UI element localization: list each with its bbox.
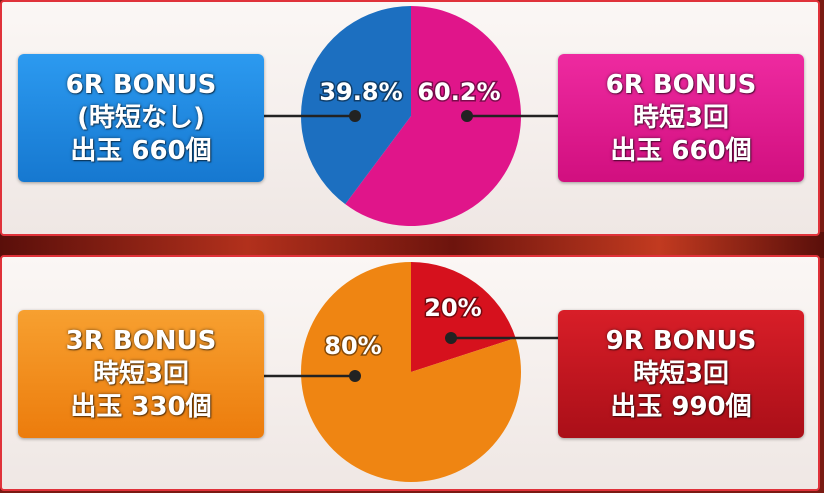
box-line-1: 6R BONUS [65, 69, 217, 100]
pie-value-label-1-2: 39.8% [319, 78, 402, 106]
box-line-2: (時短なし) [77, 102, 205, 133]
connector-dot-2-1 [445, 332, 457, 344]
box-line-2: 時短3回 [632, 358, 730, 389]
pie-value-label-2-2: 80% [324, 332, 381, 360]
box-line-2: 時短3回 [632, 102, 730, 133]
pie-slice-2-2 [300, 262, 521, 482]
pie-value-label-2-1: 20% [424, 294, 481, 322]
pie-value-label-1-1: 60.2% [417, 78, 500, 106]
connector-dot-1-2 [349, 110, 361, 122]
pie-chart-1: 60.2% 39.8% [264, 5, 558, 226]
label-box-3r-jitan3: 3R BONUS 時短3回 出玉 330個 [18, 310, 264, 438]
box-line-1: 9R BONUS [605, 325, 757, 356]
connector-dot-2-2 [349, 370, 361, 382]
background-stripe [0, 232, 824, 258]
pie-chart-2: 20% 80% [264, 262, 558, 482]
label-box-6r-no-jitan: 6R BONUS (時短なし) 出玉 660個 [18, 54, 264, 182]
box-line-3: 出玉 660個 [610, 135, 752, 166]
box-line-2: 時短3回 [92, 358, 190, 389]
pie-slice-1-2 [300, 5, 411, 205]
label-box-9r-jitan3: 9R BONUS 時短3回 出玉 990個 [558, 310, 804, 438]
box-line-1: 6R BONUS [605, 69, 757, 100]
box-line-3: 出玉 990個 [610, 391, 752, 422]
box-line-3: 出玉 660個 [70, 135, 212, 166]
pie-slice-1-1 [345, 6, 521, 226]
box-line-3: 出玉 330個 [70, 391, 212, 422]
connector-dot-1-1 [461, 110, 473, 122]
label-box-6r-jitan3: 6R BONUS 時短3回 出玉 660個 [558, 54, 804, 182]
box-line-1: 3R BONUS [65, 325, 217, 356]
pie-slice-2-1 [411, 262, 516, 372]
